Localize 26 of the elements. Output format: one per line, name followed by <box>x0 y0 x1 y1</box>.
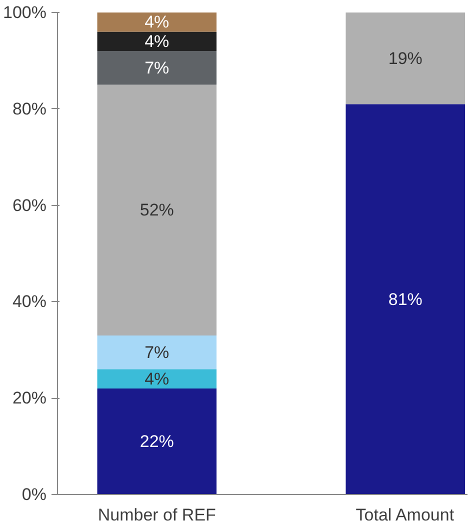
bar <box>97 335 217 370</box>
y-tick-label: 40% <box>12 292 47 312</box>
bar <box>97 32 217 52</box>
data-label: 22% <box>140 432 174 451</box>
y-tick-label: 20% <box>12 388 47 408</box>
bar <box>97 369 217 388</box>
data-label: 52% <box>140 200 174 220</box>
data-label: 4% <box>144 12 170 32</box>
bar <box>97 388 217 494</box>
data-label: 7% <box>144 58 170 78</box>
x-tick-label: Number of REF <box>98 506 216 524</box>
y-tick-label: 60% <box>12 196 47 215</box>
bar <box>97 84 217 336</box>
data-label: 19% <box>388 48 422 68</box>
data-label: 4% <box>144 32 170 51</box>
bar <box>346 104 466 494</box>
bar <box>97 51 217 85</box>
y-tick-label: 100% <box>3 3 47 22</box>
y-tick-label: 80% <box>12 99 47 118</box>
data-label: 7% <box>144 342 170 362</box>
bar <box>346 12 466 104</box>
x-tick-label: Total Amount <box>356 506 454 524</box>
y-tick-label: 0% <box>22 485 47 504</box>
data-label: 4% <box>144 369 170 388</box>
bar <box>97 12 217 32</box>
data-label: 81% <box>388 290 422 309</box>
